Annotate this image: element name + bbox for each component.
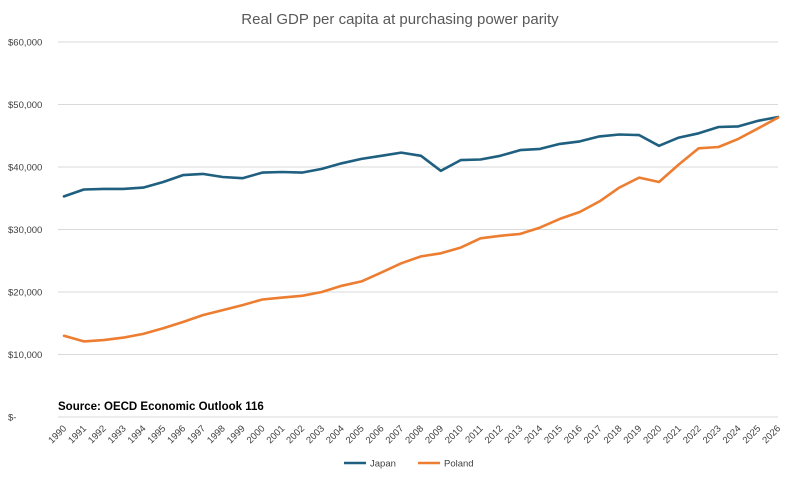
y-tick-label: $20,000 <box>8 288 42 299</box>
x-tick-label: 2009 <box>423 423 446 446</box>
source-annotation: Source: OECD Economic Outlook 116 <box>58 401 264 413</box>
x-tick-label: 2015 <box>542 423 565 446</box>
y-tick-label: $50,000 <box>8 100 42 111</box>
x-tick-label: 2017 <box>582 423 605 446</box>
x-tick-label: 2005 <box>344 423 367 446</box>
x-tick-label: 2021 <box>661 423 684 446</box>
legend: Japan Poland <box>344 459 474 470</box>
x-tick-label: 1999 <box>225 423 248 446</box>
x-tick-label: 2001 <box>265 423 288 446</box>
x-tick-label: 2018 <box>602 423 625 446</box>
x-tick-label: 2019 <box>622 423 645 446</box>
x-tick-label: 2012 <box>483 423 506 446</box>
x-tick-label: 2000 <box>245 423 268 446</box>
x-tick-label: 1994 <box>126 423 149 446</box>
series-lines <box>62 115 780 343</box>
x-tick-label: 1997 <box>185 423 208 446</box>
x-tick-label: 2020 <box>641 423 664 446</box>
x-tick-label: 1990 <box>46 423 69 446</box>
x-tick-label: 2004 <box>324 423 347 446</box>
y-tick-label: $40,000 <box>8 163 42 174</box>
x-tick-label: 1996 <box>165 423 188 446</box>
x-tick-label: 2024 <box>721 423 744 446</box>
x-tick-label: 2007 <box>384 423 407 446</box>
x-tick-label: 2025 <box>741 423 764 446</box>
x-tick-label: 2008 <box>403 423 426 446</box>
x-axis-tick-labels: 1990199119921993199419951996199719981999… <box>46 423 783 446</box>
legend-label: Japan <box>370 459 396 470</box>
x-tick-label: 1993 <box>106 423 129 446</box>
x-tick-label: 2011 <box>463 423 485 445</box>
gridlines <box>58 41 778 418</box>
x-tick-label: 2016 <box>562 423 585 446</box>
y-tick-label: $30,000 <box>8 225 42 236</box>
x-tick-label: 2013 <box>503 423 526 446</box>
series-line-poland <box>62 116 780 343</box>
x-tick-label: 2022 <box>681 423 704 446</box>
y-tick-label: $60,000 <box>8 38 42 49</box>
y-tick-label: $- <box>8 413 16 424</box>
chart-title: Real GDP per capita at purchasing power … <box>241 11 559 28</box>
x-tick-label: 2026 <box>760 423 783 446</box>
x-tick-label: 1991 <box>66 423 89 446</box>
x-tick-label: 1992 <box>86 423 109 446</box>
x-tick-label: 2003 <box>304 423 327 446</box>
x-tick-label: 2014 <box>522 423 545 446</box>
x-tick-label: 1995 <box>146 423 169 446</box>
legend-label: Poland <box>444 459 474 470</box>
y-axis-tick-labels: $- $10,000 $20,000 $30,000 $40,000 $50,000 $60… <box>8 38 42 424</box>
x-tick-label: 2002 <box>284 423 307 446</box>
x-tick-label: 2010 <box>443 423 466 446</box>
x-tick-label: 2006 <box>364 423 387 446</box>
x-tick-label: 2023 <box>701 423 724 446</box>
series-line-japan <box>62 115 780 198</box>
y-tick-label: $10,000 <box>8 350 42 361</box>
x-tick-label: 1998 <box>205 423 228 446</box>
